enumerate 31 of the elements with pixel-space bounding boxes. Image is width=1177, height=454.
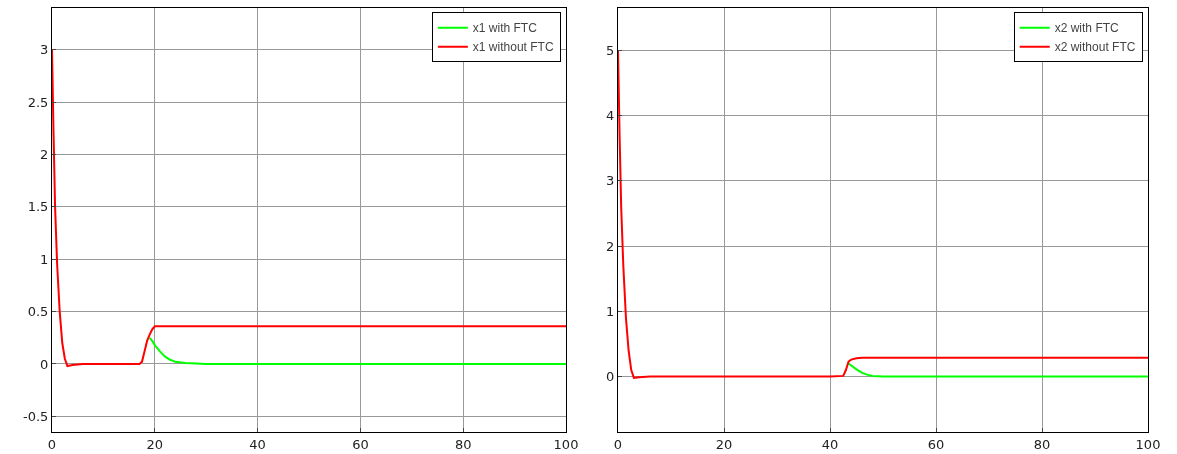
x-tick-label: 100 (1135, 436, 1161, 452)
line-series (847, 362, 1148, 378)
legend-label: x2 with FTC (1054, 21, 1120, 36)
y-tick-label: 2 (40, 147, 49, 163)
y-tick-label: 2 (606, 238, 615, 254)
y-tick-label: 4 (606, 108, 615, 124)
y-tick-label: 5 (606, 42, 615, 58)
x-tick-label: 20 (715, 436, 733, 452)
y-tick-label: 1.5 (27, 199, 49, 215)
y-tick-label: -0.5 (23, 408, 49, 424)
legend-label: x1 with FTC (472, 21, 538, 36)
y-tick-label: 3 (40, 42, 49, 58)
line-series (148, 336, 566, 365)
legend-label: x2 without FTC (1054, 40, 1136, 55)
x-tick-label: 40 (821, 436, 839, 452)
x-tick-label: 60 (352, 436, 369, 452)
y-tick-label: 0.5 (27, 304, 49, 320)
x-tick-label: 60 (927, 436, 945, 452)
legend-label: x1 without FTC (472, 40, 554, 55)
line-series (618, 49, 1148, 379)
x-tick-label: 20 (146, 436, 164, 452)
x-tick-label: 80 (1033, 436, 1051, 452)
y-tick-label: 2.5 (27, 94, 49, 110)
x-tick-label: 100 (553, 436, 579, 452)
y-tick-label: 1 (606, 303, 615, 319)
x-tick-label: 40 (249, 436, 266, 452)
x-tick-label: 80 (454, 436, 472, 452)
y-tick-label: 3 (606, 173, 615, 189)
y-tick-label: 0 (40, 356, 49, 372)
y-tick-label: 1 (40, 251, 49, 267)
y-tick-label: 0 (606, 369, 615, 385)
